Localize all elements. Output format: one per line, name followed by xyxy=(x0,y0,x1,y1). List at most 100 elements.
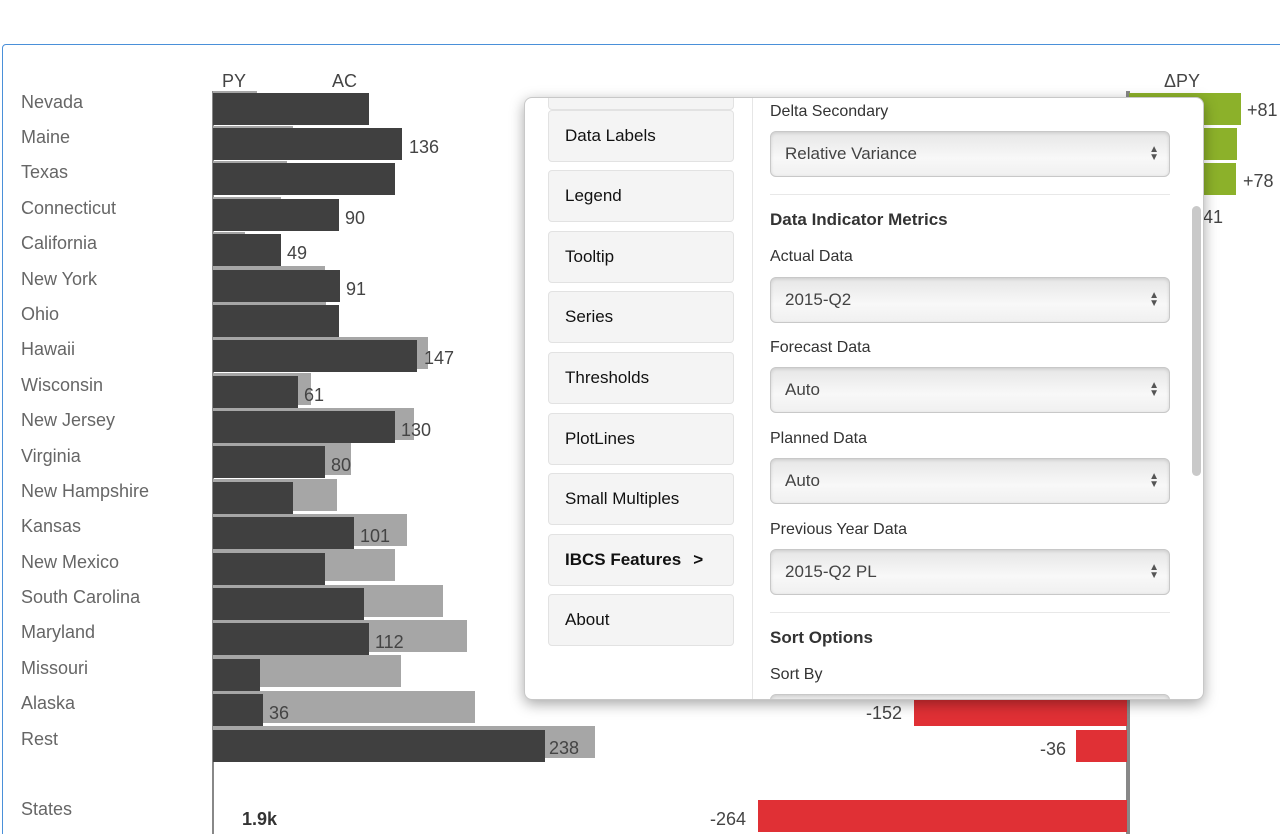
delta-label: -152 xyxy=(866,703,903,723)
select-arrows-icon: ▲ ▼ xyxy=(1149,380,1159,399)
ac-bar[interactable] xyxy=(213,305,339,337)
category-label: Missouri xyxy=(21,658,89,678)
settings-menu: Data Labels Legend Tooltip Series Thresh… xyxy=(525,98,753,699)
value-label: 147 xyxy=(424,348,455,368)
delta-label: +81 xyxy=(1247,100,1278,120)
value-label: 91 xyxy=(346,279,367,299)
delta-secondary-select[interactable]: Relative Variance ▲ ▼ xyxy=(770,131,1170,177)
ac-bar[interactable] xyxy=(213,659,260,691)
value-label: 238 xyxy=(549,738,580,758)
ac-bar[interactable] xyxy=(213,446,325,478)
select-arrows-icon: ▲ ▼ xyxy=(1149,562,1159,581)
category-axis-title: States xyxy=(21,799,73,819)
ac-bar[interactable] xyxy=(213,234,281,266)
category-label: New York xyxy=(21,269,98,289)
value-label: 90 xyxy=(345,208,366,228)
delta-label: +78 xyxy=(1243,171,1274,191)
category-label: California xyxy=(21,233,98,253)
ac-bar[interactable] xyxy=(213,270,340,302)
ac-bar[interactable] xyxy=(213,694,263,726)
menu-item-thresholds[interactable]: Thresholds xyxy=(548,352,734,404)
ac-bar[interactable] xyxy=(213,93,369,125)
ac-bar[interactable] xyxy=(213,128,402,160)
ac-bar[interactable] xyxy=(213,163,395,195)
ac-bar[interactable] xyxy=(213,730,545,762)
category-label: South Carolina xyxy=(21,587,141,607)
menu-item-plotlines[interactable]: PlotLines xyxy=(548,413,734,465)
category-label: Rest xyxy=(21,729,59,749)
select-value: 2015-Q2 PL xyxy=(785,562,877,581)
select-arrows-icon: ▲ ▼ xyxy=(1149,290,1159,309)
data-indicator-metrics-title: Data Indicator Metrics xyxy=(770,210,948,229)
ac-bar[interactable] xyxy=(213,517,354,549)
header-ac: AC xyxy=(332,71,358,91)
category-label: Connecticut xyxy=(21,198,117,218)
category-label: New Hampshire xyxy=(21,481,150,501)
select-arrows-icon: ▲ ▼ xyxy=(1149,144,1159,163)
category-label: Virginia xyxy=(21,446,81,466)
category-label: Maine xyxy=(21,127,71,147)
value-label: 130 xyxy=(401,420,432,440)
forecast-data-select[interactable]: Auto ▲ ▼ xyxy=(770,367,1170,413)
ac-bar[interactable] xyxy=(213,340,417,372)
value-label: 61 xyxy=(304,385,325,405)
section-divider xyxy=(770,612,1170,613)
menu-item-about[interactable]: About xyxy=(548,594,734,646)
ac-bar[interactable] xyxy=(213,411,395,443)
menu-item-label: IBCS Features xyxy=(565,550,682,569)
header-delta-py: ΔPY xyxy=(1164,71,1201,91)
category-label: Hawaii xyxy=(21,339,76,359)
settings-scrollbar[interactable] xyxy=(1192,206,1201,476)
select-arrows-icon: ▲ ▼ xyxy=(1149,471,1159,490)
ac-bar[interactable] xyxy=(213,553,325,585)
planned-data-label: Planned Data xyxy=(770,430,867,447)
ac-bar[interactable] xyxy=(213,199,339,231)
delta-negative-bar[interactable] xyxy=(758,800,1127,832)
sort-by-select[interactable] xyxy=(770,694,1170,699)
menu-item-tooltip[interactable]: Tooltip xyxy=(548,231,734,283)
menu-item-small-multiples[interactable]: Small Multiples xyxy=(548,473,734,525)
sort-by-label: Sort By xyxy=(770,666,823,683)
actual-data-select[interactable]: 2015-Q2 ▲ ▼ xyxy=(770,277,1170,323)
category-label: Maryland xyxy=(21,622,96,642)
category-label: New Jersey xyxy=(21,410,116,430)
category-label: Texas xyxy=(21,162,69,182)
value-label: 101 xyxy=(360,526,391,546)
settings-panel: Data Labels Legend Tooltip Series Thresh… xyxy=(524,97,1204,700)
header-py: PY xyxy=(222,71,247,91)
ac-bar[interactable] xyxy=(213,482,293,514)
ac-bar[interactable] xyxy=(213,588,364,620)
category-label: Wisconsin xyxy=(21,375,104,395)
previous-year-data-select[interactable]: 2015-Q2 PL ▲ ▼ xyxy=(770,549,1170,595)
settings-content: Delta Secondary Relative Variance ▲ ▼ Dat… xyxy=(754,98,1203,699)
select-value: Auto xyxy=(785,471,820,490)
ac-bar[interactable] xyxy=(213,623,369,655)
actual-data-label: Actual Data xyxy=(770,248,853,265)
forecast-data-label: Forecast Data xyxy=(770,339,871,356)
value-label: 36 xyxy=(269,703,290,723)
delta-label: -36 xyxy=(1040,739,1067,759)
chevron-right-icon: > xyxy=(693,550,704,569)
planned-data-select[interactable]: Auto ▲ ▼ xyxy=(770,458,1170,504)
delta-secondary-label: Delta Secondary xyxy=(770,103,889,120)
value-label: 136 xyxy=(409,137,440,157)
menu-item-series[interactable]: Series xyxy=(548,291,734,343)
sort-options-title: Sort Options xyxy=(770,628,873,647)
menu-item-hidden-top[interactable] xyxy=(548,98,734,110)
category-label: Alaska xyxy=(21,693,76,713)
menu-item-data-labels[interactable]: Data Labels xyxy=(548,110,734,162)
total-value-label: 1.9k xyxy=(242,809,278,829)
select-value: 2015-Q2 xyxy=(785,290,852,309)
delta-total-label: -264 xyxy=(710,809,747,829)
select-value: Auto xyxy=(785,380,820,399)
previous-year-data-label: Previous Year Data xyxy=(770,521,907,538)
value-label: 49 xyxy=(287,243,308,263)
category-label: Kansas xyxy=(21,516,82,536)
delta-negative-bar[interactable] xyxy=(1076,730,1127,762)
menu-item-ibcs-features[interactable]: IBCS Features > xyxy=(548,534,734,586)
category-label: Ohio xyxy=(21,304,60,324)
menu-item-legend[interactable]: Legend xyxy=(548,170,734,222)
category-label: Nevada xyxy=(21,92,84,112)
delta-label: 41 xyxy=(1203,207,1224,227)
ac-bar[interactable] xyxy=(213,376,298,408)
